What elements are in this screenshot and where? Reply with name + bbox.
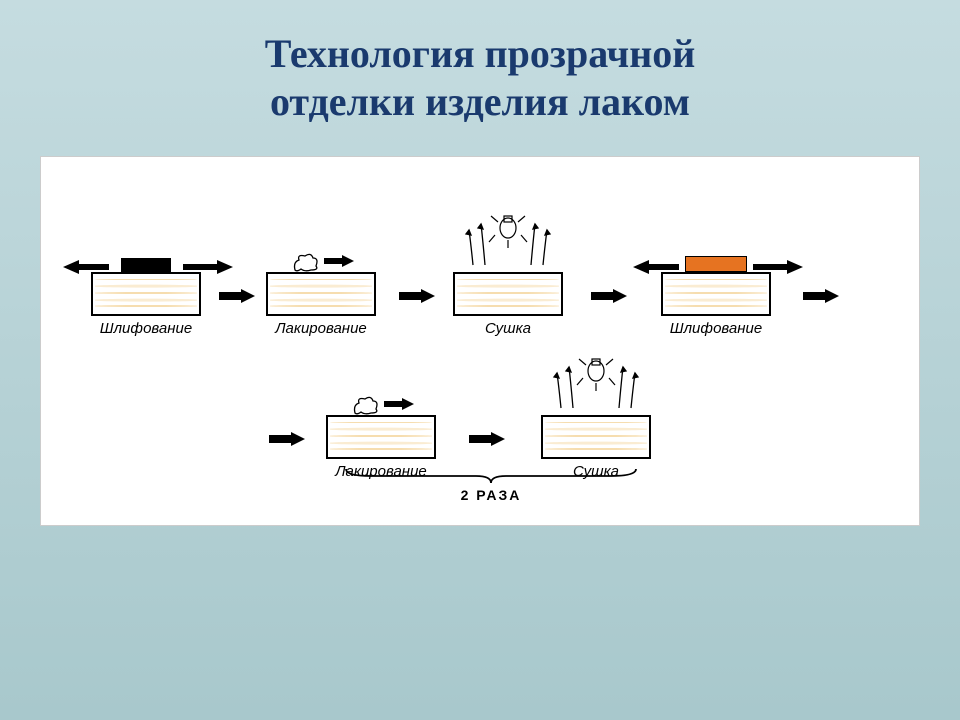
wood-block-icon (91, 272, 201, 316)
flow-arrow-icon (399, 289, 435, 303)
wood-block-icon (326, 415, 436, 459)
step-label: Шлифование (661, 320, 771, 337)
flow-arrow-icon (219, 289, 255, 303)
heat-lamp-icon (463, 210, 553, 270)
flow-arrow-icon (469, 432, 505, 446)
cloth-arrow-icon (384, 397, 414, 415)
step-lacquering-1: Лакирование (266, 272, 376, 337)
cloth-icon (351, 395, 381, 415)
wood-grain (455, 274, 561, 314)
repeat-brace: 2 РАЗА (341, 467, 641, 503)
slide-container: Технология прозрачной отделки изделия ла… (0, 0, 960, 720)
wood-block-icon (453, 272, 563, 316)
wood-grain (663, 274, 769, 314)
step-label: Шлифование (91, 320, 201, 337)
step-sanding-1: Шлифование (91, 272, 201, 337)
sanding-pad-icon (685, 256, 747, 272)
title-line-1: Технология прозрачной (265, 31, 696, 76)
flow-arrow-icon (269, 432, 305, 446)
sander-block-icon (121, 258, 171, 272)
wood-block-icon (541, 415, 651, 459)
process-diagram: Шлифование Лакирование (40, 156, 920, 526)
title-line-2: отделки изделия лаком (270, 79, 690, 124)
cloth-arrow-icon (324, 254, 354, 272)
wood-grain (268, 274, 374, 314)
step-sanding-2: Шлифование (661, 272, 771, 337)
step-drying-1: Сушка (453, 272, 563, 337)
step-label: Сушка (453, 320, 563, 337)
brace-label: 2 РАЗА (341, 487, 641, 503)
wood-grain (328, 417, 434, 457)
wood-grain (543, 417, 649, 457)
wood-grain (93, 274, 199, 314)
flow-arrow-icon (591, 289, 627, 303)
flow-arrow-icon (803, 289, 839, 303)
heat-lamp-icon (551, 353, 641, 413)
wood-block-icon (661, 272, 771, 316)
slide-title: Технология прозрачной отделки изделия ла… (0, 30, 960, 126)
cloth-icon (291, 252, 321, 272)
wood-block-icon (266, 272, 376, 316)
step-label: Лакирование (266, 320, 376, 337)
